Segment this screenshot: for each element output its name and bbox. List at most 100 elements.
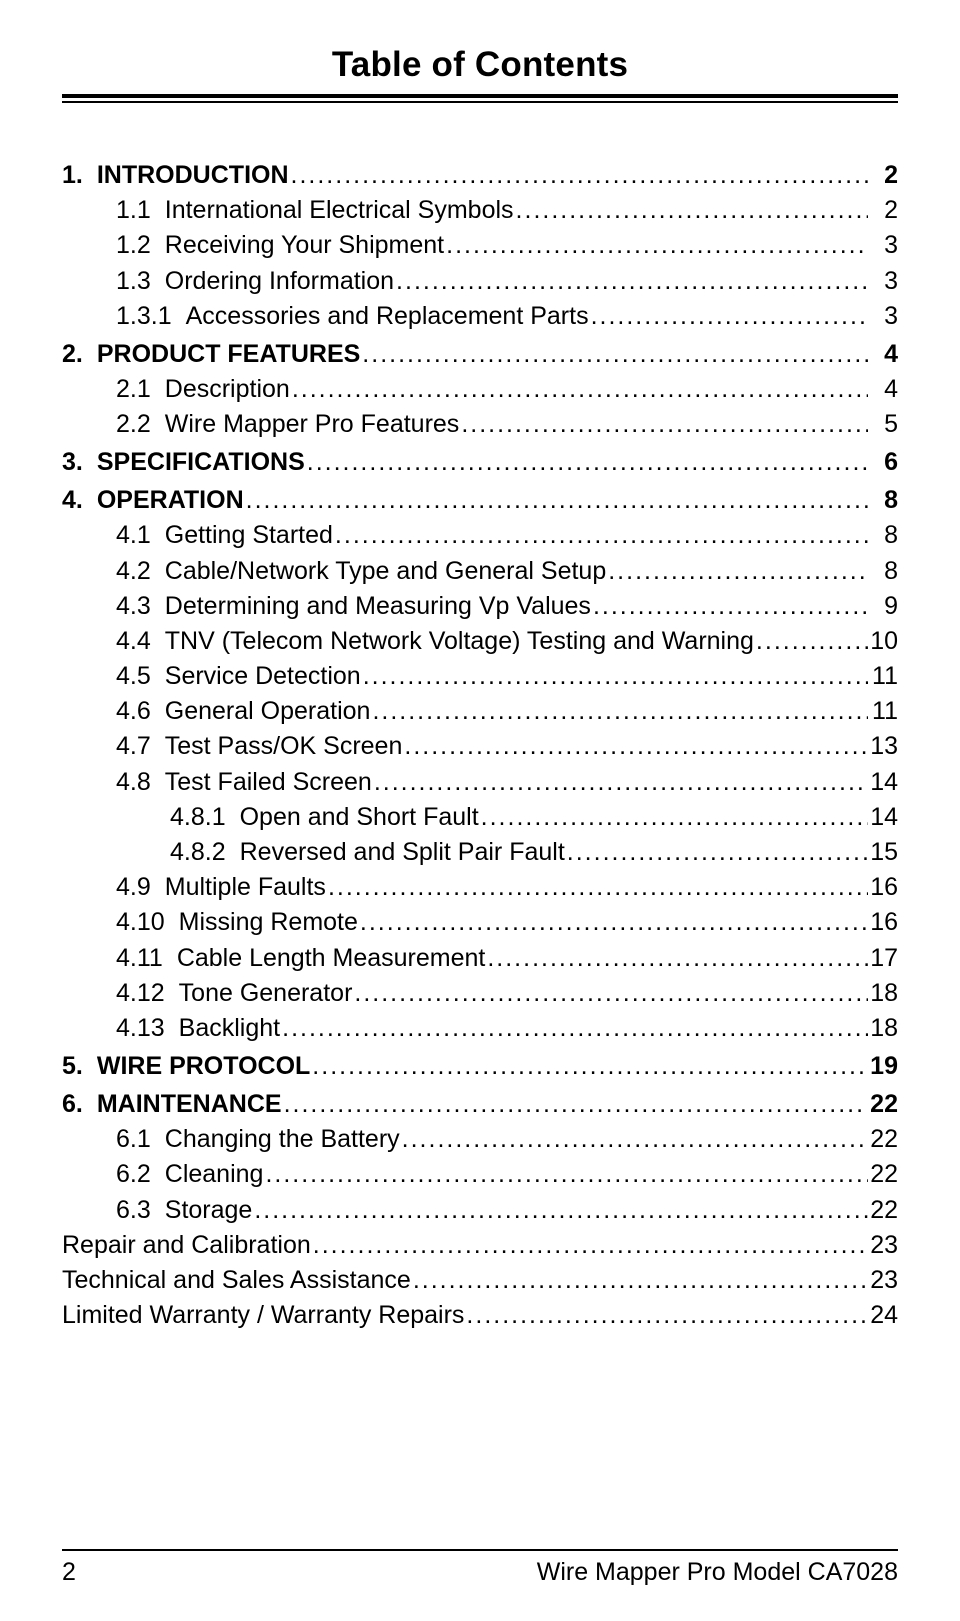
- toc-entry-number: 4.8: [116, 770, 165, 795]
- toc-entry: 4.3Determining and Measuring Vp Values9: [116, 594, 898, 619]
- toc-leader-dots: [263, 1162, 868, 1187]
- toc-entry-page: 8: [868, 559, 898, 584]
- toc-leader-dots: [754, 629, 868, 654]
- toc-leader-dots: [311, 1233, 868, 1258]
- toc-entry: 2.1Description 4: [116, 377, 898, 402]
- toc-entry-page: 4: [868, 342, 898, 367]
- toc-entry-number: 6.2: [116, 1162, 165, 1187]
- toc-entry: 4.13Backlight18: [116, 1016, 898, 1041]
- toc-entry-page: 24: [868, 1303, 898, 1328]
- toc-entry-page: 18: [868, 981, 898, 1006]
- footer-page-number: 2: [62, 1558, 76, 1587]
- toc-entry-number: 1.3.1: [116, 304, 186, 329]
- toc-leader-dots: [464, 1303, 868, 1328]
- toc-entry-page: 8: [868, 523, 898, 548]
- toc-leader-dots: [310, 1054, 863, 1079]
- toc-entry-page: 11: [868, 699, 898, 724]
- toc-entry-number: 4.4: [116, 629, 165, 654]
- title-double-rule: [62, 94, 898, 103]
- toc-entry-page: 22: [868, 1127, 898, 1152]
- toc-entry-page: 3: [868, 304, 898, 329]
- toc-entry-number: 4.11: [116, 946, 177, 971]
- toc-entry: 2.PRODUCT FEATURES 4: [62, 342, 898, 367]
- toc-entry-label: Receiving Your Shipment: [165, 233, 444, 258]
- toc-entry-number: 3.: [62, 450, 97, 475]
- toc-entry: 3.SPECIFICATIONS 6: [62, 450, 898, 475]
- toc-entry-page: 9: [868, 594, 898, 619]
- toc-entry: Repair and Calibration23: [62, 1233, 898, 1258]
- toc-entry-label: PRODUCT FEATURES: [97, 342, 360, 367]
- toc-leader-dots: [459, 412, 868, 437]
- toc-entry-label: Backlight: [179, 1016, 280, 1041]
- toc-entry-page: 16: [868, 875, 898, 900]
- toc-entry: 1.2Receiving Your Shipment3: [116, 233, 898, 258]
- toc-leader-dots: [514, 198, 868, 223]
- toc-leader-dots: [565, 840, 868, 865]
- toc-leader-dots: [402, 734, 868, 759]
- toc-entry-label: Test Failed Screen: [165, 770, 372, 795]
- footer-rule: [62, 1549, 898, 1551]
- toc-entry-number: 4.10: [116, 910, 179, 935]
- toc-leader-dots: [485, 946, 868, 971]
- toc-leader-dots: [361, 664, 868, 689]
- toc-leader-dots: [244, 488, 868, 513]
- toc-entry-number: 4.12: [116, 981, 179, 1006]
- toc-entry-label: General Operation: [165, 699, 371, 724]
- toc-entry-number: 4.: [62, 488, 97, 513]
- toc-entry-label: SPECIFICATIONS: [97, 450, 305, 475]
- toc-entry-number: 6.: [62, 1092, 97, 1117]
- toc-entry: 1.INTRODUCTION 2: [62, 163, 898, 188]
- toc-leader-dots: [606, 559, 868, 584]
- toc-entry: 4.8Test Failed Screen14: [116, 770, 898, 795]
- toc-leader-dots: [394, 269, 868, 294]
- toc-leader-dots: [352, 981, 868, 1006]
- toc-entry: 4.9Multiple Faults16: [116, 875, 898, 900]
- toc-entry-label: Accessories and Replacement Parts: [186, 304, 589, 329]
- toc-entry-page: 2: [868, 163, 898, 188]
- toc-title: Table of Contents: [62, 45, 898, 85]
- toc-entry-page: 3: [868, 269, 898, 294]
- toc-leader-dots: [372, 770, 868, 795]
- toc-entry-label: OPERATION: [97, 488, 244, 513]
- toc-entry-page: 16: [868, 910, 898, 935]
- toc-entry-label: Determining and Measuring Vp Values: [165, 594, 591, 619]
- toc-entry-label: Cable Length Measurement: [177, 946, 486, 971]
- toc-entry-label: Multiple Faults: [165, 875, 326, 900]
- toc-entry: 4.4TNV (Telecom Network Voltage) Testing…: [116, 629, 898, 654]
- toc-entry-page: 11: [868, 664, 898, 689]
- toc-leader-dots: [360, 342, 868, 367]
- toc-entry-page: 5: [868, 412, 898, 437]
- page: Table of Contents 1.INTRODUCTION 2 1.1Int…: [0, 0, 960, 1621]
- toc-entry: 6.1Changing the Battery22: [116, 1127, 898, 1152]
- toc-entry-page: 2: [868, 198, 898, 223]
- toc-entry-number: 4.8.2: [170, 840, 240, 865]
- toc-entry-number: 1.3: [116, 269, 165, 294]
- toc-entry-page: 22: [868, 1198, 898, 1223]
- toc-entry-number: 4.7: [116, 734, 165, 759]
- toc-entry-number: 1.1: [116, 198, 165, 223]
- toc-entry-label: Open and Short Fault: [240, 805, 479, 830]
- toc-leader-dots: [400, 1127, 868, 1152]
- toc-entry: 6.MAINTENANCE 22: [62, 1092, 898, 1117]
- toc-entry-label: Description: [165, 377, 290, 402]
- toc-entry-number: 2.2: [116, 412, 165, 437]
- toc-entry-label: Ordering Information: [165, 269, 394, 294]
- toc-entry-page: 8: [868, 488, 898, 513]
- toc-entry-label: Storage: [165, 1198, 253, 1223]
- toc-entry-page: 4: [868, 377, 898, 402]
- toc-entry-number: 2.1: [116, 377, 165, 402]
- toc-entry-label: Reversed and Split Pair Fault: [240, 840, 565, 865]
- toc-leader-dots: [589, 304, 868, 329]
- toc-entry: 1.1International Electrical Symbols 2: [116, 198, 898, 223]
- toc-entry-label: Test Pass/OK Screen: [165, 734, 403, 759]
- toc-entry: 2.2Wire Mapper Pro Features5: [116, 412, 898, 437]
- toc-entry-label: Limited Warranty / Warranty Repairs: [62, 1303, 464, 1328]
- toc-leader-dots: [252, 1198, 868, 1223]
- toc-leader-dots: [370, 699, 868, 724]
- toc-entry: 4.8.2Reversed and Split Pair Fault15: [170, 840, 898, 865]
- toc-entry-label: International Electrical Symbols: [165, 198, 514, 223]
- toc-entry: 4.2Cable/Network Type and General Setup8: [116, 559, 898, 584]
- toc-entry-label: Changing the Battery: [165, 1127, 400, 1152]
- toc-entry-page: 23: [868, 1233, 898, 1258]
- toc-entry-label: Cleaning: [165, 1162, 264, 1187]
